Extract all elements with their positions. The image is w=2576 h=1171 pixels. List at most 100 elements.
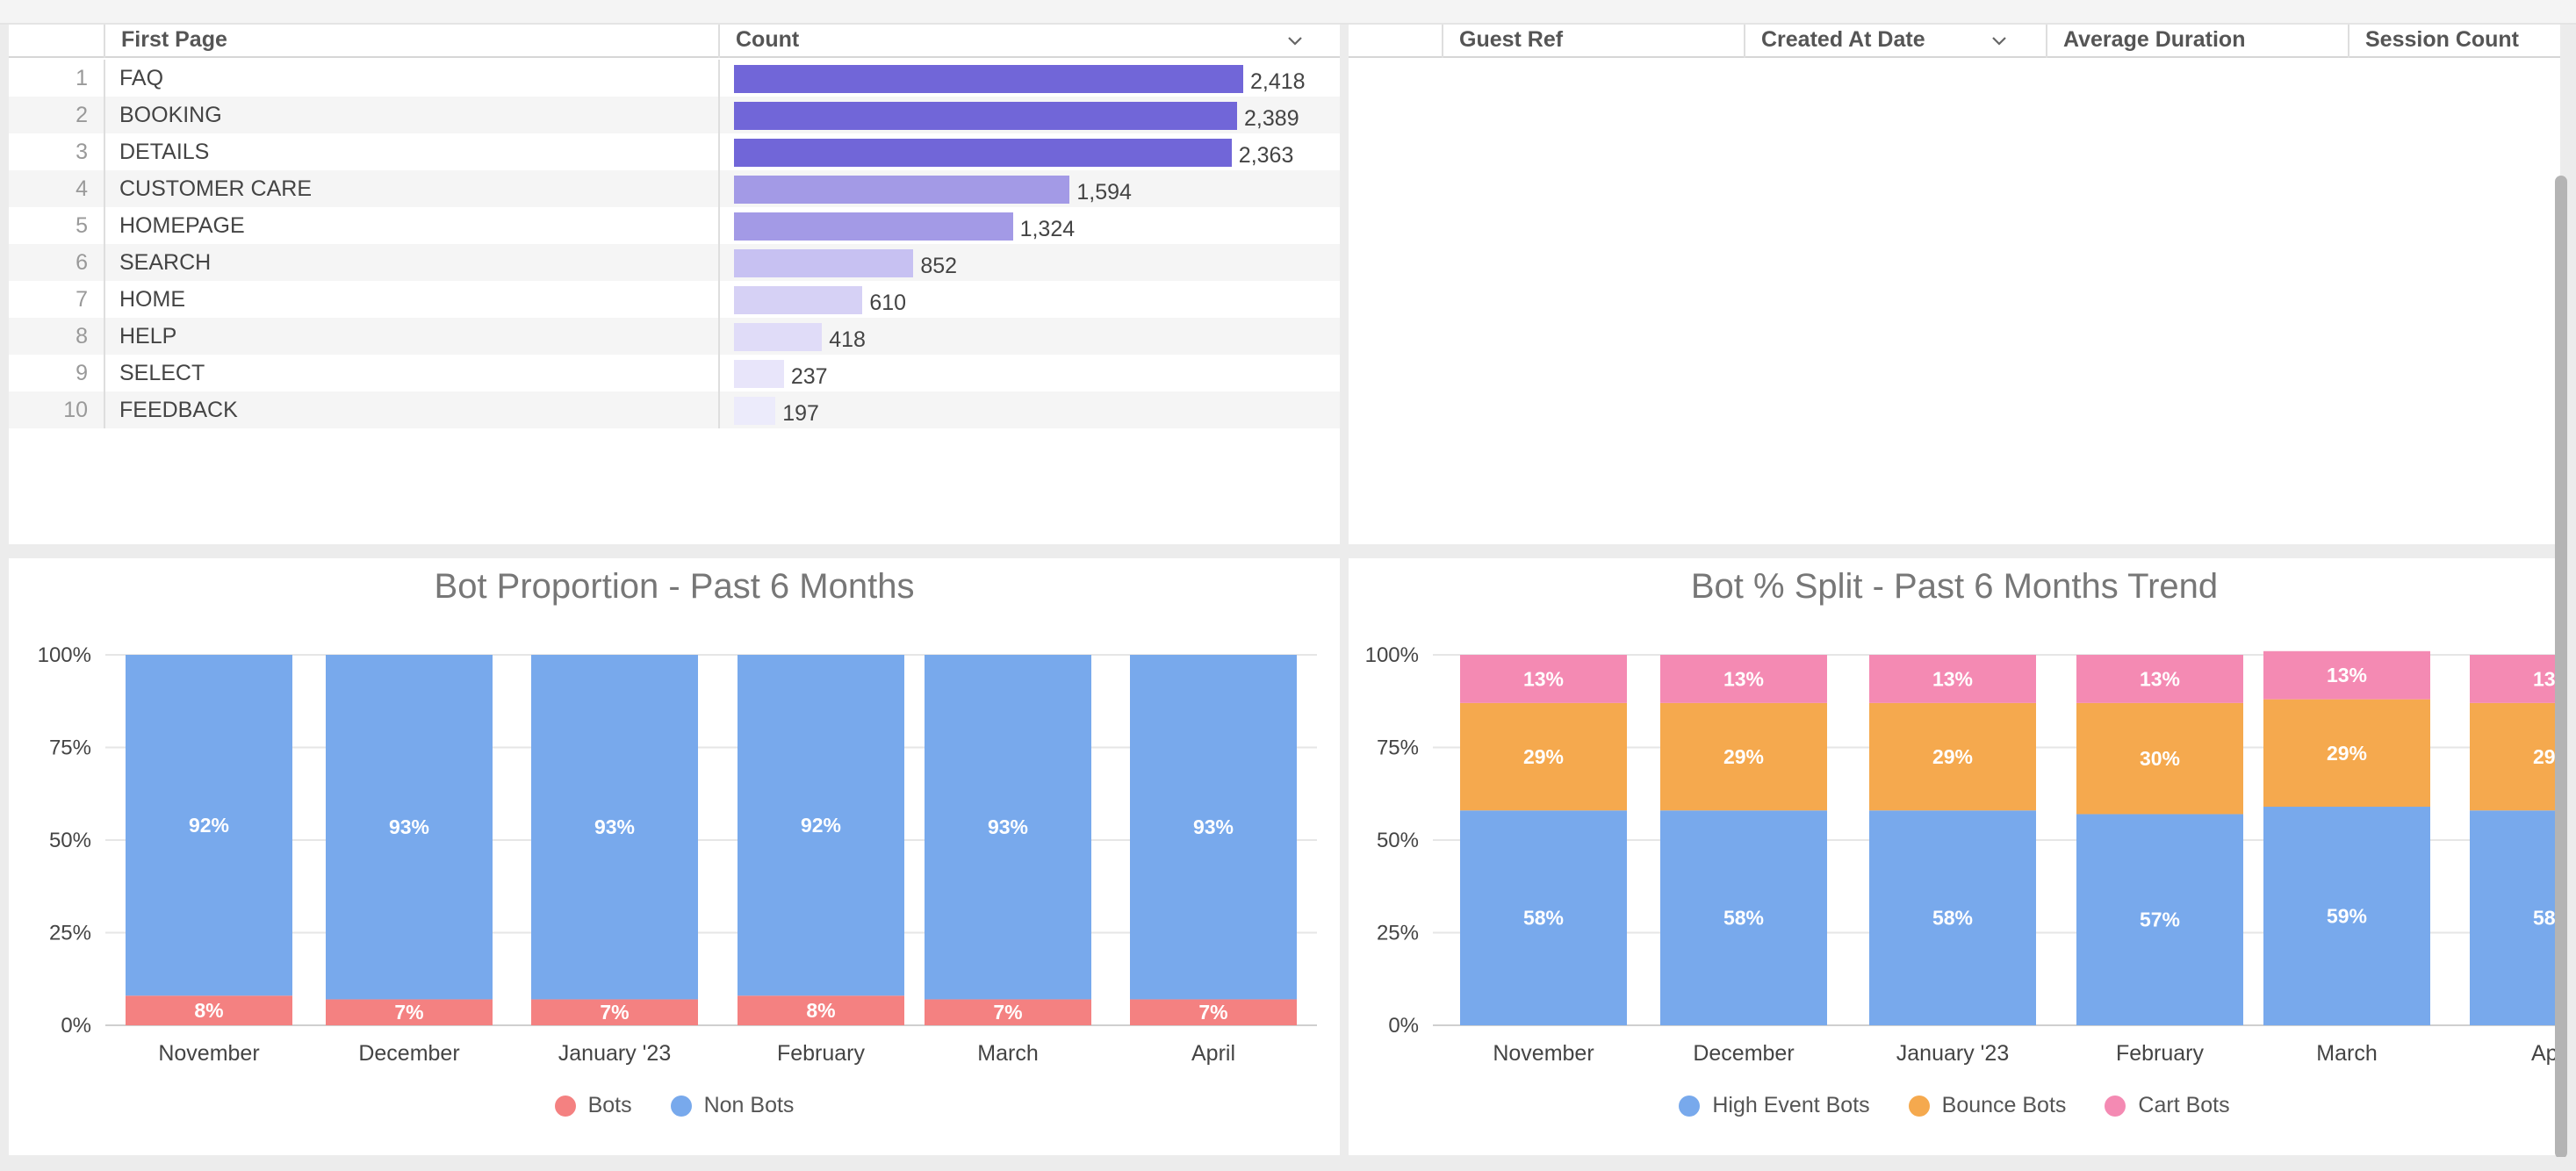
bar-segment[interactable]: [1660, 810, 1827, 1025]
bot-proportion-chart-panel: Bot Proportion - Past 6 Months 0% 25% 50% 7…: [9, 558, 1340, 1155]
chevron-down-icon[interactable]: [1988, 30, 2011, 53]
y-tick-label: 0%: [1388, 1014, 1419, 1038]
column-separator: [718, 355, 720, 392]
row-number: 8: [76, 324, 88, 348]
bar-segment[interactable]: [126, 655, 292, 996]
row-separator: [104, 60, 105, 97]
bar-segment[interactable]: [738, 995, 904, 1025]
legend-label: Cart Bots: [2138, 1093, 2230, 1118]
column-header-count[interactable]: Count: [718, 25, 1340, 58]
table-row[interactable]: 1 FAQ 2,418: [9, 60, 1340, 97]
bar-segment[interactable]: [1869, 702, 2036, 811]
table-row[interactable]: 4 CUSTOMER CARE 1,594: [9, 170, 1340, 207]
count-value: 610: [869, 291, 907, 315]
table-row[interactable]: 5 HOMEPAGE 1,324: [9, 207, 1340, 244]
legend-item[interactable]: Bounce Bots: [1908, 1092, 2067, 1118]
table-row[interactable]: 10 FEEDBACK 197: [9, 392, 1340, 428]
y-tick-label: 75%: [1377, 736, 1419, 760]
bar-segment[interactable]: [2076, 702, 2243, 815]
data-label: 59%: [2327, 905, 2367, 928]
column-separator: [718, 281, 720, 318]
table-row[interactable]: 8 HELP 418: [9, 318, 1340, 355]
x-tick-label: March: [977, 1041, 1038, 1066]
chart-title: Bot % Split - Past 6 Months Trend: [1690, 567, 2219, 606]
column-header-session-count[interactable]: Session Count: [2348, 25, 2560, 58]
bar-segment[interactable]: [2470, 655, 2560, 703]
data-label: 7%: [394, 1001, 423, 1024]
data-label: 7%: [600, 1001, 629, 1024]
bar-segment[interactable]: [1869, 655, 2036, 703]
table-row[interactable]: 6 SEARCH 852: [9, 244, 1340, 281]
bar-segment[interactable]: [2470, 810, 2560, 1025]
column-header-first-page[interactable]: First Page: [104, 25, 718, 58]
vertical-scrollbar[interactable]: [2555, 176, 2567, 1159]
count-bar: [734, 176, 1070, 204]
bar-segment[interactable]: [2076, 655, 2243, 703]
bar-segment[interactable]: [1460, 655, 1627, 703]
count-bar: [734, 397, 776, 425]
row-number: 4: [76, 176, 88, 201]
bot-split-chart-panel: Bot % Split - Past 6 Months Trend 0% 25% 5…: [1349, 558, 2560, 1155]
y-tick-label: 25%: [49, 922, 91, 945]
first-page-cell: FAQ: [119, 66, 164, 90]
guest-table-header: Guest Ref Created At Date Average Durati…: [1349, 25, 2560, 58]
x-tick-label: November: [1493, 1041, 1594, 1066]
data-label: 13%: [1723, 667, 1764, 690]
bar-segment[interactable]: [126, 995, 292, 1025]
column-header-guest-ref[interactable]: Guest Ref: [1442, 25, 1744, 58]
table-row[interactable]: 3 DETAILS 2,363: [9, 133, 1340, 170]
legend-label: Bounce Bots: [1941, 1093, 2067, 1118]
bar-segment[interactable]: [1460, 702, 1627, 811]
bar-segment[interactable]: [2470, 702, 2560, 811]
bar-segment[interactable]: [531, 999, 698, 1025]
row-number: 2: [76, 103, 88, 127]
bar-segment[interactable]: [531, 655, 698, 1000]
chevron-down-icon[interactable]: [1284, 30, 1306, 53]
bar-segment[interactable]: [738, 655, 904, 996]
column-header-created-at-date[interactable]: Created At Date: [1744, 25, 2046, 58]
bar-segment[interactable]: [2263, 650, 2430, 700]
bar-segment[interactable]: [2076, 814, 2243, 1025]
first-page-cell: HOME: [119, 287, 185, 312]
row-number: 10: [63, 398, 88, 422]
count-bar: [734, 286, 863, 314]
bar-segment[interactable]: [2263, 807, 2430, 1025]
bar-segment[interactable]: [2263, 699, 2430, 808]
data-label: 8%: [194, 999, 223, 1022]
x-tick-label: December: [358, 1041, 459, 1066]
legend-label: Non Bots: [703, 1093, 795, 1118]
row-number: 5: [76, 213, 88, 238]
data-label: 58%: [1932, 907, 1973, 930]
bar-segment[interactable]: [1460, 810, 1627, 1025]
x-tick-label: February: [777, 1041, 866, 1066]
bar-segment[interactable]: [1660, 655, 1827, 703]
bar-segment[interactable]: [326, 999, 493, 1025]
data-label: 58%: [1723, 907, 1764, 930]
column-separator: [718, 60, 720, 97]
table-row[interactable]: 9 SELECT 237: [9, 355, 1340, 392]
data-label: 58%: [1523, 907, 1564, 930]
bar-segment[interactable]: [1130, 655, 1297, 1000]
first-page-cell: HELP: [119, 324, 177, 348]
bar-segment[interactable]: [1869, 810, 2036, 1025]
data-label: 93%: [1193, 815, 1234, 838]
bar-segment[interactable]: [326, 655, 493, 1000]
legend-item[interactable]: High Event Bots: [1679, 1092, 1870, 1118]
column-separator: [718, 318, 720, 355]
table-row[interactable]: 2 BOOKING 2,389: [9, 97, 1340, 133]
legend-item[interactable]: Non Bots: [670, 1092, 795, 1118]
column-header-average-duration[interactable]: Average Duration: [2046, 25, 2348, 58]
first-page-cell: HOMEPAGE: [119, 213, 245, 238]
table-row[interactable]: 7 HOME 610: [9, 281, 1340, 318]
data-label: 13%: [1523, 667, 1564, 690]
bar-segment[interactable]: [1660, 702, 1827, 811]
legend-label: Bots: [587, 1093, 632, 1118]
row-separator: [104, 170, 105, 207]
top-strip: [0, 0, 2576, 25]
bar-segment[interactable]: [925, 655, 1091, 1000]
bar-segment[interactable]: [1130, 999, 1297, 1025]
legend-item[interactable]: Bots: [554, 1092, 632, 1118]
x-tick-label: February: [2116, 1041, 2205, 1066]
legend-item[interactable]: Cart Bots: [2105, 1092, 2230, 1118]
bar-segment[interactable]: [925, 999, 1091, 1025]
